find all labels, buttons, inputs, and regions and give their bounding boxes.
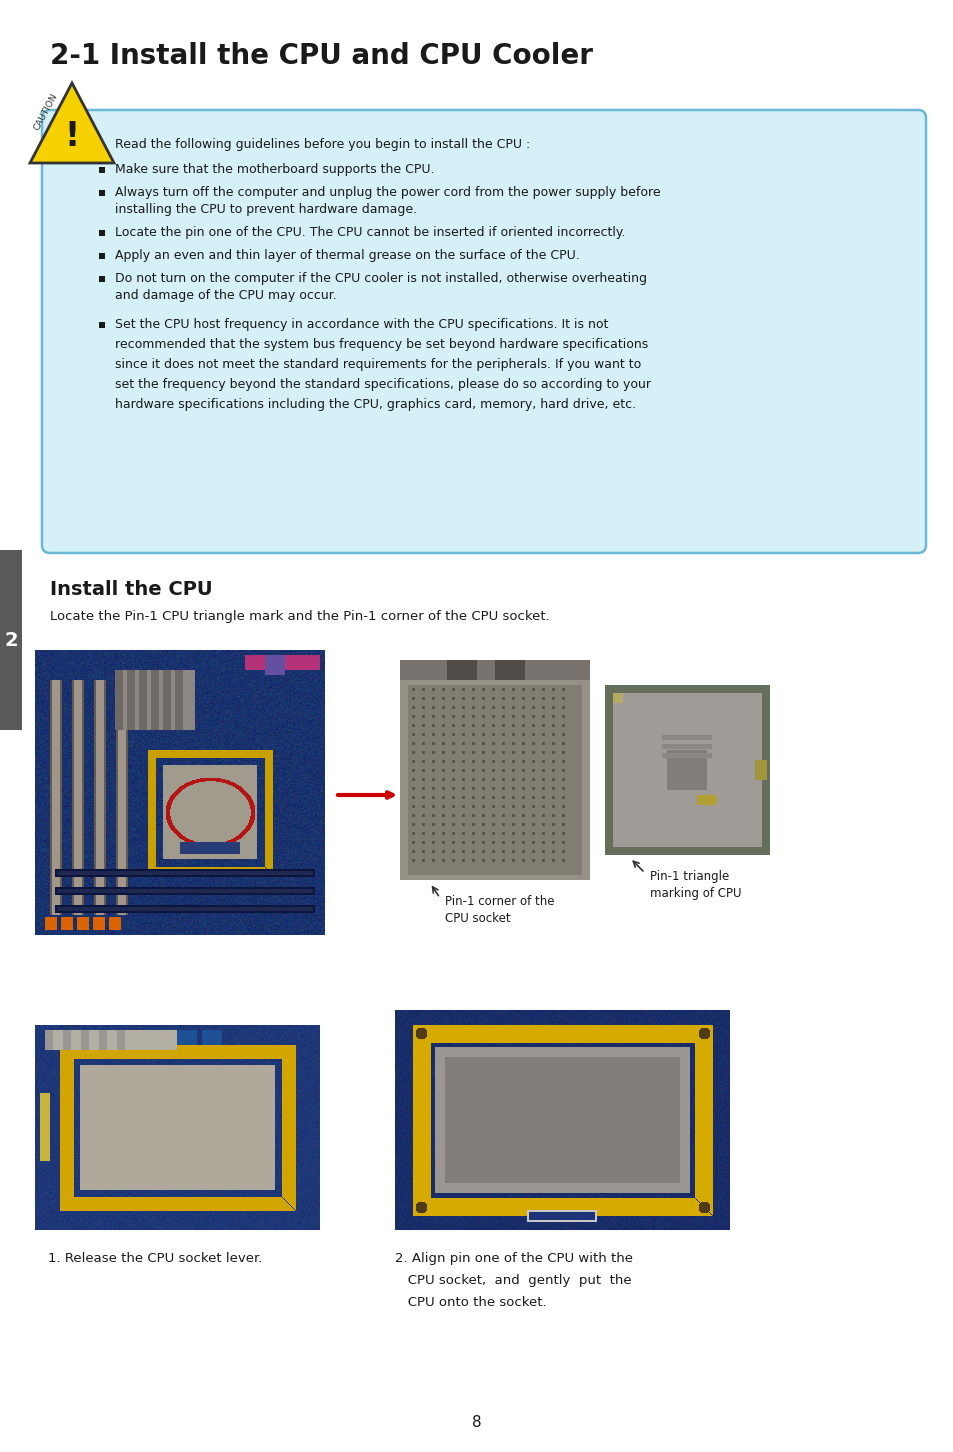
Text: since it does not meet the standard requirements for the peripherals. If you wan: since it does not meet the standard requ… <box>115 359 640 372</box>
Polygon shape <box>30 83 113 163</box>
Text: Apply an even and thin layer of thermal grease on the surface of the CPU.: Apply an even and thin layer of thermal … <box>115 248 579 261</box>
Text: 8: 8 <box>472 1416 481 1430</box>
Text: 2: 2 <box>4 630 18 649</box>
Text: Set the CPU host frequency in accordance with the CPU specifications. It is not: Set the CPU host frequency in accordance… <box>115 318 608 331</box>
Text: CAUTION: CAUTION <box>32 91 59 132</box>
Text: marking of CPU: marking of CPU <box>649 887 740 900</box>
Text: Do not turn on the computer if the CPU cooler is not installed, otherwise overhe: Do not turn on the computer if the CPU c… <box>115 272 646 285</box>
FancyBboxPatch shape <box>99 229 105 237</box>
FancyBboxPatch shape <box>0 550 22 730</box>
Text: 1. Release the CPU socket lever.: 1. Release the CPU socket lever. <box>48 1252 262 1265</box>
Text: installing the CPU to prevent hardware damage.: installing the CPU to prevent hardware d… <box>115 203 416 216</box>
Text: set the frequency beyond the standard specifications, please do so according to : set the frequency beyond the standard sp… <box>115 378 650 391</box>
Text: 2-1 Install the CPU and CPU Cooler: 2-1 Install the CPU and CPU Cooler <box>50 42 593 70</box>
Text: Always turn off the computer and unplug the power cord from the power supply bef: Always turn off the computer and unplug … <box>115 186 659 199</box>
FancyBboxPatch shape <box>99 167 105 173</box>
Text: Install the CPU: Install the CPU <box>50 579 213 600</box>
Text: Read the following guidelines before you begin to install the CPU :: Read the following guidelines before you… <box>115 138 530 151</box>
Text: and damage of the CPU may occur.: and damage of the CPU may occur. <box>115 289 336 302</box>
Text: Locate the pin one of the CPU. The CPU cannot be inserted if oriented incorrectl: Locate the pin one of the CPU. The CPU c… <box>115 227 625 240</box>
Text: hardware specifications including the CPU, graphics card, memory, hard drive, et: hardware specifications including the CP… <box>115 398 636 411</box>
Text: recommended that the system bus frequency be set beyond hardware specifications: recommended that the system bus frequenc… <box>115 338 648 351</box>
Text: 2. Align pin one of the CPU with the: 2. Align pin one of the CPU with the <box>395 1252 633 1265</box>
Text: Locate the Pin-1 CPU triangle mark and the Pin-1 corner of the CPU socket.: Locate the Pin-1 CPU triangle mark and t… <box>50 610 549 623</box>
Text: Make sure that the motherboard supports the CPU.: Make sure that the motherboard supports … <box>115 163 434 176</box>
Text: CPU socket: CPU socket <box>444 912 510 925</box>
Text: Pin-1 corner of the: Pin-1 corner of the <box>444 894 554 908</box>
FancyBboxPatch shape <box>99 190 105 196</box>
FancyBboxPatch shape <box>42 110 925 553</box>
FancyBboxPatch shape <box>99 322 105 328</box>
Text: CPU onto the socket.: CPU onto the socket. <box>395 1297 546 1310</box>
Text: CPU socket,  and  gently  put  the: CPU socket, and gently put the <box>395 1273 631 1286</box>
FancyBboxPatch shape <box>99 253 105 258</box>
Text: !: ! <box>65 121 79 154</box>
Text: Pin-1 triangle: Pin-1 triangle <box>649 870 728 883</box>
FancyBboxPatch shape <box>99 276 105 282</box>
